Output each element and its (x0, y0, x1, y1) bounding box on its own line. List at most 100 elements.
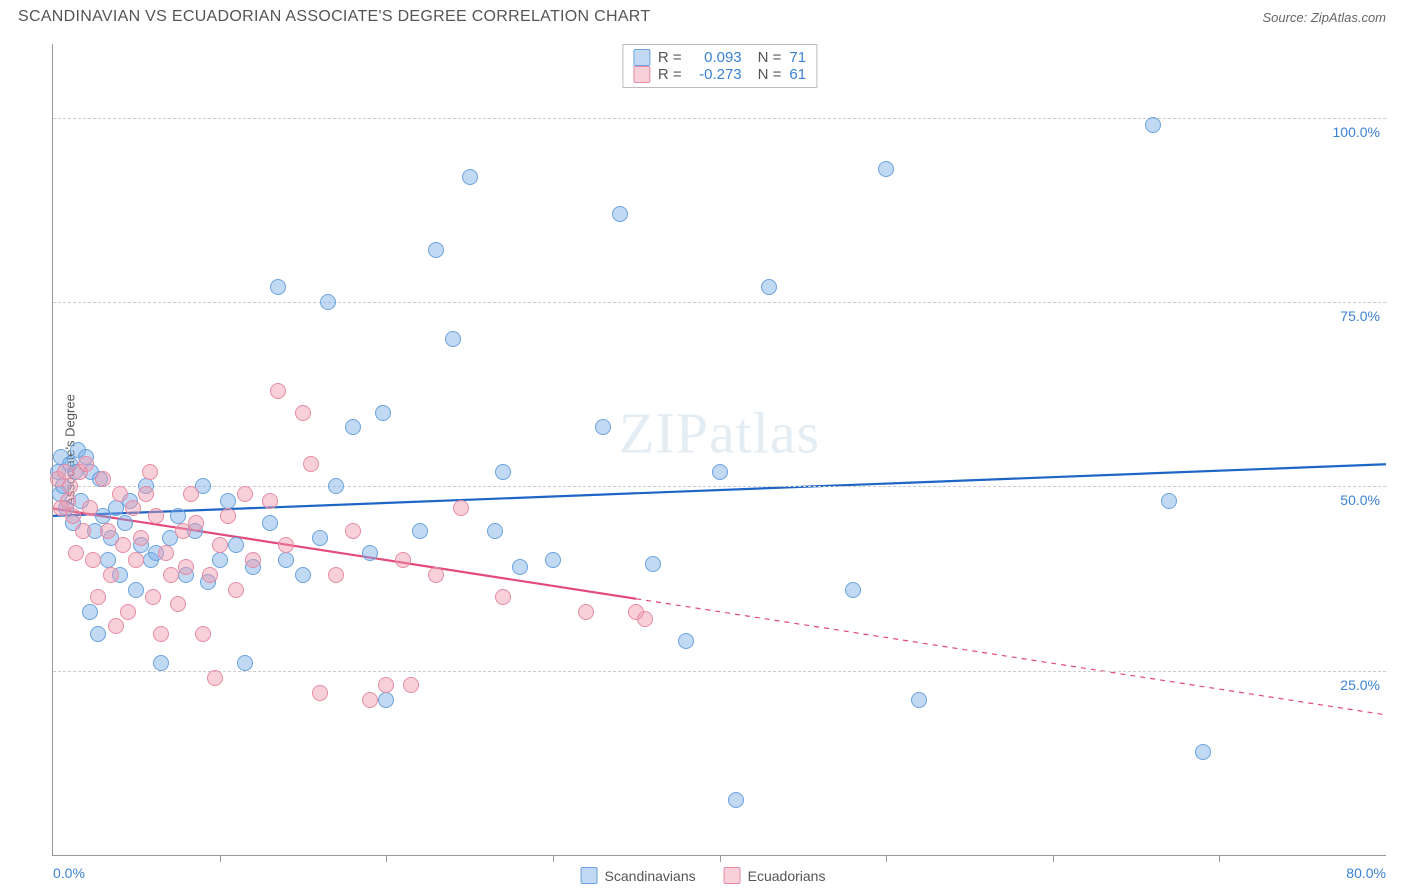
chart-title: SCANDINAVIAN VS ECUADORIAN ASSOCIATE'S D… (18, 8, 650, 26)
scatter-point (125, 500, 141, 516)
swatch-series2 (724, 867, 741, 884)
xtick (1053, 855, 1054, 862)
scatter-point (128, 552, 144, 568)
ytick-label: 75.0% (1340, 308, 1380, 324)
scatter-point (82, 500, 98, 516)
r-label: R = (658, 49, 682, 66)
scatter-point (320, 294, 336, 310)
scatter-point (78, 456, 94, 472)
scatter-point (578, 604, 594, 620)
xtick (886, 855, 887, 862)
swatch-series2 (633, 66, 650, 83)
scatter-point (202, 567, 218, 583)
swatch-series1 (633, 49, 650, 66)
scatter-point (85, 552, 101, 568)
trend-line-dashed (636, 599, 1386, 715)
scatter-point (278, 537, 294, 553)
scatter-point (65, 508, 81, 524)
scatter-point (495, 589, 511, 605)
scatter-point (845, 582, 861, 598)
xtick-label: 0.0% (53, 865, 85, 881)
n-value-series2: 61 (789, 66, 806, 83)
scatter-point (295, 567, 311, 583)
xtick (386, 855, 387, 862)
scatter-point (445, 331, 461, 347)
scatter-point (637, 611, 653, 627)
scatter-point (270, 279, 286, 295)
scatter-point (178, 559, 194, 575)
scatter-point (328, 478, 344, 494)
scatter-point (112, 486, 128, 502)
gridline (53, 302, 1386, 303)
plot-region: ZIPatlas R = 0.093 N = 71 R = -0.273 N =… (52, 44, 1386, 856)
scatter-point (183, 486, 199, 502)
scatter-point (145, 589, 161, 605)
scatter-point (148, 508, 164, 524)
scatter-point (100, 523, 116, 539)
scatter-point (158, 545, 174, 561)
r-value-series1: 0.093 (690, 49, 742, 66)
legend-item-series1: Scandinavians (581, 867, 696, 884)
scatter-point (212, 537, 228, 553)
scatter-point (245, 552, 261, 568)
scatter-point (487, 523, 503, 539)
scatter-point (1145, 117, 1161, 133)
trend-lines-layer (53, 44, 1386, 855)
scatter-point (1161, 493, 1177, 509)
scatter-point (403, 677, 419, 693)
gridline (53, 671, 1386, 672)
scatter-point (312, 530, 328, 546)
scatter-point (362, 692, 378, 708)
scatter-point (678, 633, 694, 649)
scatter-point (90, 626, 106, 642)
scatter-point (911, 692, 927, 708)
scatter-point (270, 383, 286, 399)
scatter-point (545, 552, 561, 568)
scatter-point (761, 279, 777, 295)
scatter-point (237, 655, 253, 671)
ytick-label: 25.0% (1340, 677, 1380, 693)
series-legend: Scandinavians Ecuadorians (581, 867, 826, 884)
scatter-point (128, 582, 144, 598)
scatter-point (228, 582, 244, 598)
scatter-point (75, 523, 91, 539)
xtick-label: 80.0% (1346, 865, 1386, 881)
scatter-point (170, 508, 186, 524)
scatter-point (495, 464, 511, 480)
scatter-point (95, 471, 111, 487)
scatter-point (612, 206, 628, 222)
scatter-point (103, 567, 119, 583)
scatter-point (1195, 744, 1211, 760)
scatter-point (195, 626, 211, 642)
scatter-point (303, 456, 319, 472)
scatter-point (207, 670, 223, 686)
scatter-point (375, 405, 391, 421)
swatch-series1 (581, 867, 598, 884)
scatter-point (262, 515, 278, 531)
n-value-series1: 71 (789, 49, 806, 66)
scatter-point (428, 242, 444, 258)
scatter-point (142, 464, 158, 480)
scatter-point (133, 530, 149, 546)
xtick (1219, 855, 1220, 862)
scatter-point (262, 493, 278, 509)
scatter-point (120, 604, 136, 620)
r-value-series2: -0.273 (690, 66, 742, 83)
scatter-point (312, 685, 328, 701)
scatter-point (90, 589, 106, 605)
scatter-point (115, 537, 131, 553)
scatter-point (295, 405, 311, 421)
scatter-point (278, 552, 294, 568)
scatter-point (345, 419, 361, 435)
scatter-point (220, 493, 236, 509)
r-label: R = (658, 66, 682, 83)
scatter-point (378, 692, 394, 708)
scatter-point (728, 792, 744, 808)
scatter-point (345, 523, 361, 539)
gridline (53, 486, 1386, 487)
scatter-point (163, 567, 179, 583)
scatter-point (153, 626, 169, 642)
scatter-point (878, 161, 894, 177)
source-label: Source: ZipAtlas.com (1262, 10, 1386, 25)
scatter-point (170, 596, 186, 612)
